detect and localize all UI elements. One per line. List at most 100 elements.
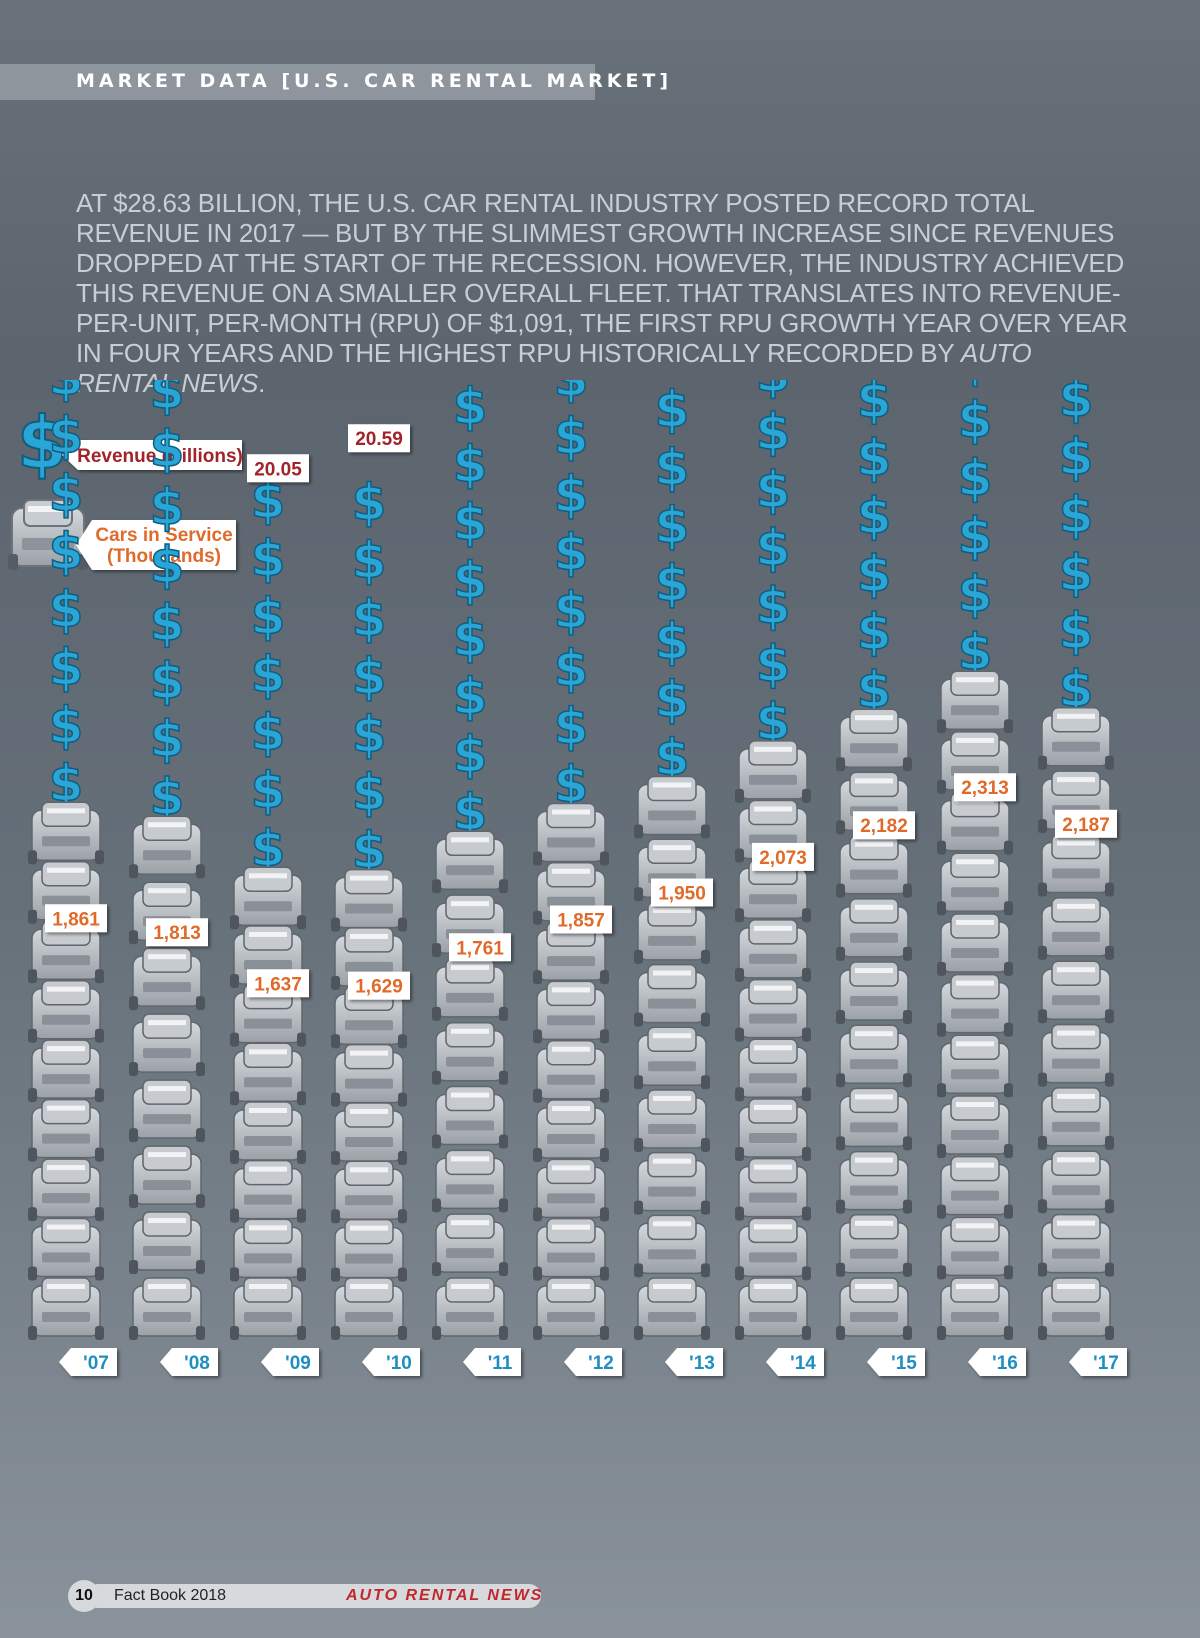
car-icon — [331, 1043, 407, 1107]
dollar-icon: $ — [655, 381, 690, 439]
dollar-icon: $ — [655, 555, 690, 613]
dollar-icon: $ — [756, 403, 791, 461]
dollar-icon: $ — [554, 581, 589, 639]
dollar-icon: $ — [49, 696, 84, 754]
revenue-cars-chart: $ Revenue (Billions) Cars in Service (Th… — [8, 380, 1127, 1376]
car-icon — [28, 1098, 104, 1162]
car-icon — [937, 1277, 1013, 1340]
cars-stack — [937, 670, 1013, 1340]
revenue-value-label: 20.59 — [355, 429, 403, 450]
dollar-icon: $ — [554, 697, 589, 755]
column-2: $$$$$$$20.05 1,637 '09 — [230, 454, 319, 1376]
car-icon — [1038, 1023, 1114, 1087]
dollar-icon: $ — [453, 725, 488, 783]
dollar-icon: $ — [1059, 380, 1094, 428]
revenue-dollar-stack: $$$$$$$$$$$$$ — [755, 380, 791, 752]
cars-label-tag — [449, 933, 511, 962]
dollar-icon: $ — [554, 407, 589, 465]
revenue-label-tag — [247, 454, 309, 483]
car-icon — [634, 775, 710, 839]
revenue-dollar-stack: $$$$$$$ — [351, 473, 387, 880]
car-icon — [735, 1157, 811, 1221]
cars-label-tag — [853, 811, 915, 840]
column-7: $$$$$$$$$$$$$26.012,073'14 — [735, 380, 824, 1376]
car-icon — [28, 801, 104, 865]
car-icon — [735, 1098, 811, 1161]
cars-value-label: 2,187 — [1062, 815, 1110, 836]
car-icon — [937, 1034, 1013, 1098]
car-icon — [634, 901, 710, 964]
dollar-icon: $ — [1059, 486, 1094, 544]
cars-stack — [331, 868, 407, 1340]
dollar-icon: $ — [655, 613, 690, 671]
cars-stack — [836, 708, 912, 1340]
year-tick-label: '07 — [83, 1353, 109, 1374]
year-label-tag — [564, 1348, 622, 1376]
revenue-dollar-stack: $$$$$$$$$$$$$$$$ — [1058, 380, 1094, 719]
car-icon — [836, 1087, 912, 1151]
page-section-title: MARKET DATA [U.S. CAR RENTAL MARKET] — [76, 70, 673, 92]
legend-cars-label-line1: Cars in Service — [95, 525, 232, 546]
car-icon — [230, 866, 306, 930]
dollar-icon: $ — [958, 507, 993, 565]
year-label-tag — [463, 1348, 521, 1376]
year-label-tag — [1069, 1348, 1127, 1376]
car-icon — [937, 973, 1013, 1037]
cars-stack — [533, 802, 609, 1340]
footer-book-title: Fact Book 2018 — [114, 1587, 227, 1604]
revenue-value-label: 20.05 — [254, 459, 302, 480]
car-icon — [735, 1038, 811, 1102]
dollar-icon: $ — [958, 449, 993, 507]
cars-stack — [28, 801, 104, 1340]
car-icon — [533, 1039, 609, 1103]
car-icon — [937, 791, 1013, 855]
dollar-icon: $ — [352, 474, 387, 532]
legend-cars-tag — [76, 520, 236, 570]
cars-value-label: 2,182 — [860, 816, 908, 837]
cars-stack — [735, 740, 811, 1340]
column-8: $$$$$$$$$$$$$$27.112,182'15 — [836, 380, 925, 1376]
dollar-icon: $ — [49, 522, 84, 580]
cars-label-tag — [651, 878, 713, 907]
car-icon — [432, 1277, 508, 1340]
cars-value-label: 1,761 — [456, 938, 504, 959]
dollar-icon: $ — [756, 380, 791, 403]
car-icon — [230, 1101, 306, 1164]
cars-value-label: 1,857 — [557, 910, 605, 931]
dollar-icon: $ — [150, 652, 185, 710]
car-icon — [836, 834, 912, 898]
car-icon — [735, 740, 811, 803]
car-icon — [937, 852, 1013, 916]
dollar-icon: $ — [150, 380, 185, 420]
chart-columns: $$$$$$$$21.491,861'07$$$$$$$$21.491,813'… — [28, 380, 1127, 1376]
cars-stack — [634, 775, 710, 1340]
dollar-icon: $ — [150, 478, 185, 536]
car-icon — [331, 1102, 407, 1165]
year-tick-label: '12 — [588, 1353, 614, 1374]
dollar-icon: $ — [554, 523, 589, 581]
footer-brand: AUTO RENTAL NEWS — [346, 1587, 544, 1604]
car-icon — [129, 1079, 205, 1143]
column-5: $$$$$$$$$$23.631,857'12 — [533, 380, 622, 1376]
car-icon — [634, 1214, 710, 1278]
dollar-icon: $ — [857, 429, 892, 487]
year-tick-label: '15 — [891, 1353, 917, 1374]
year-label-tag — [160, 1348, 218, 1376]
revenue-dollar-stack: $$$$$$$$$$$$$$ — [856, 380, 892, 720]
legend-cars-label-line2: (Thousands) — [107, 546, 221, 567]
car-icon — [432, 958, 508, 1021]
dollar-icon: $ — [756, 577, 791, 635]
car-icon — [331, 1218, 407, 1282]
dollar-icon: $ — [150, 536, 185, 594]
year-label-tag — [766, 1348, 824, 1376]
car-icon — [28, 979, 104, 1043]
column-3: $$$$$$$ 20.59 1,629 '10 — [331, 424, 420, 1376]
intro-end: . — [258, 368, 266, 398]
car-icon — [1038, 1087, 1114, 1150]
year-tick-label: '16 — [992, 1353, 1018, 1374]
car-icon — [230, 1042, 306, 1106]
legend-revenue-label: Revenue (Billions) — [77, 446, 243, 467]
year-tick-label: '08 — [184, 1353, 210, 1374]
column-10: $$$$$$$$$$$$$$$$28.632,187'17 — [1038, 380, 1127, 1376]
cars-stack — [129, 815, 205, 1340]
